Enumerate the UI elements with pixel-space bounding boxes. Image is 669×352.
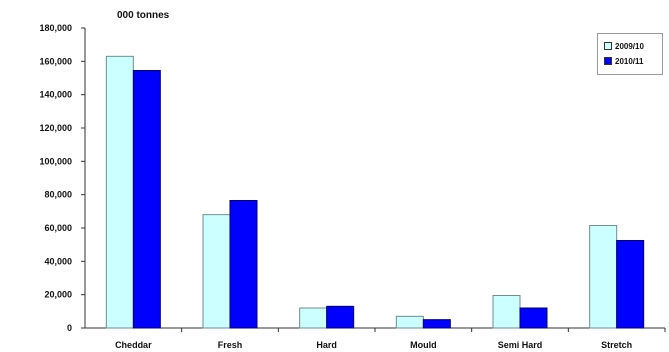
y-tick-label: 0: [67, 323, 72, 333]
bar-cheddar-series-2: [132, 70, 161, 329]
legend-item-series-1: 2009/10: [604, 40, 644, 52]
bar-fresh-series-2: [229, 200, 258, 329]
chart-legend: 2009/10 2010/11: [597, 33, 663, 75]
bar-cheddar-series-1: [105, 55, 134, 329]
x-category-label: Semi Hard: [498, 340, 543, 350]
legend-item-series-2: 2010/11: [604, 55, 643, 67]
y-tick-label: 180,000: [39, 23, 72, 33]
x-category-label: Mould: [410, 340, 437, 350]
x-category-label: Hard: [316, 340, 337, 350]
y-tick-label: 60,000: [44, 223, 72, 233]
bar-semi-hard-series-1: [492, 295, 521, 329]
x-category-label: Fresh: [218, 340, 243, 350]
bar-hard-series-1: [299, 307, 328, 329]
y-tick-label: 80,000: [44, 190, 72, 200]
bar-stretch-series-2: [616, 240, 645, 329]
y-tick-label: 120,000: [39, 123, 72, 133]
y-tick-label: 100,000: [39, 156, 72, 166]
bar-fresh-series-1: [202, 214, 231, 329]
legend-swatch-series-1: [604, 42, 612, 50]
legend-label-series-1: 2009/10: [615, 41, 644, 51]
bar-series: [105, 55, 645, 329]
legend-swatch-series-2: [604, 57, 612, 65]
bar-hard-series-2: [326, 305, 355, 329]
bar-stretch-series-1: [589, 225, 618, 329]
bar-semi-hard-series-2: [519, 307, 548, 329]
y-tick-label: 160,000: [39, 56, 72, 66]
legend-label-series-2: 2010/11: [615, 56, 644, 66]
y-axis-ticks: 0 20,000 40,000 60,000 80,000 100,000 120,000 1…: [39, 23, 85, 333]
bar-mould-series-1: [395, 315, 424, 329]
bar-mould-series-2: [422, 319, 451, 329]
y-tick-label: 20,000: [44, 290, 72, 300]
chart-title: 000 tonnes: [117, 10, 170, 21]
x-axis-labels: Cheddar Fresh Hard Mould Semi Hard Stretch: [115, 328, 666, 350]
y-tick-label: 140,000: [39, 90, 72, 100]
y-tick-label: 40,000: [44, 256, 72, 266]
x-category-label: Stretch: [601, 340, 632, 350]
x-category-label: Cheddar: [115, 340, 152, 350]
